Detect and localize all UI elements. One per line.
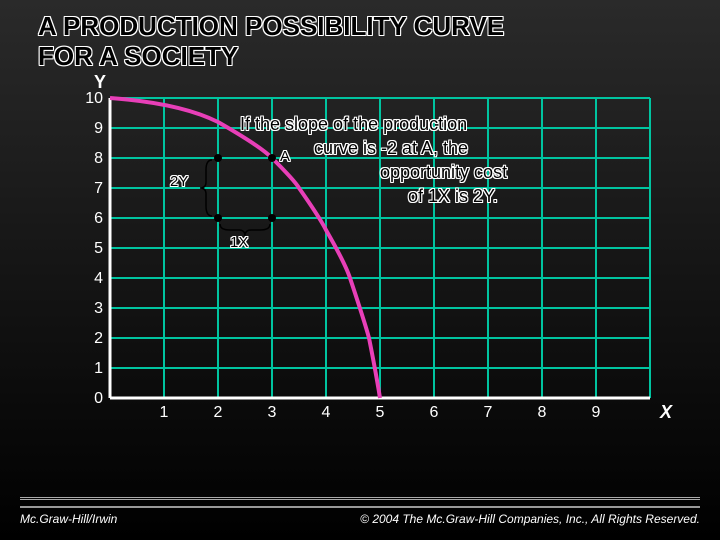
segment-2y-label: 2Y [170,173,188,190]
footer: Mc.Graw-Hill/Irwin © 2004 The Mc.Graw-Hi… [20,506,700,526]
title-line-2: FOR A SOCIETY [38,41,238,71]
footer-divider [20,497,700,500]
x-tick: 1 [154,404,174,422]
x-tick: 2 [208,404,228,422]
annotation-line: curve is -2 at A, the [314,138,468,159]
x-tick: 8 [532,404,552,422]
x-tick: 9 [586,404,606,422]
annotation-line: If the slope of the production [240,114,467,135]
annotation-line: opportunity cost [380,162,507,183]
segment-1x-label: 1X [230,234,248,251]
marker-dot [268,214,276,222]
x-axis-label: X [660,402,672,423]
marker-dot [214,154,222,162]
marker-dot [214,214,222,222]
footer-left: Mc.Graw-Hill/Irwin [20,512,117,526]
title-line-1: A PRODUCTION POSSIBILITY CURVE [38,11,504,41]
x-tick: 5 [370,404,390,422]
point-a-label: A [280,148,290,165]
x-tick: 7 [478,404,498,422]
x-tick: 3 [262,404,282,422]
annotation-line: of 1X is 2Y. [408,186,498,207]
page-title: A PRODUCTION POSSIBILITY CURVE FOR A SOC… [0,0,720,72]
x-tick: 6 [424,404,444,422]
footer-right: © 2004 The Mc.Graw-Hill Companies, Inc.,… [360,512,700,526]
ppc-chart: Y 10 9 8 7 6 5 4 3 2 1 0 [70,78,670,438]
x-tick: 4 [316,404,336,422]
marker-dot [268,154,276,162]
